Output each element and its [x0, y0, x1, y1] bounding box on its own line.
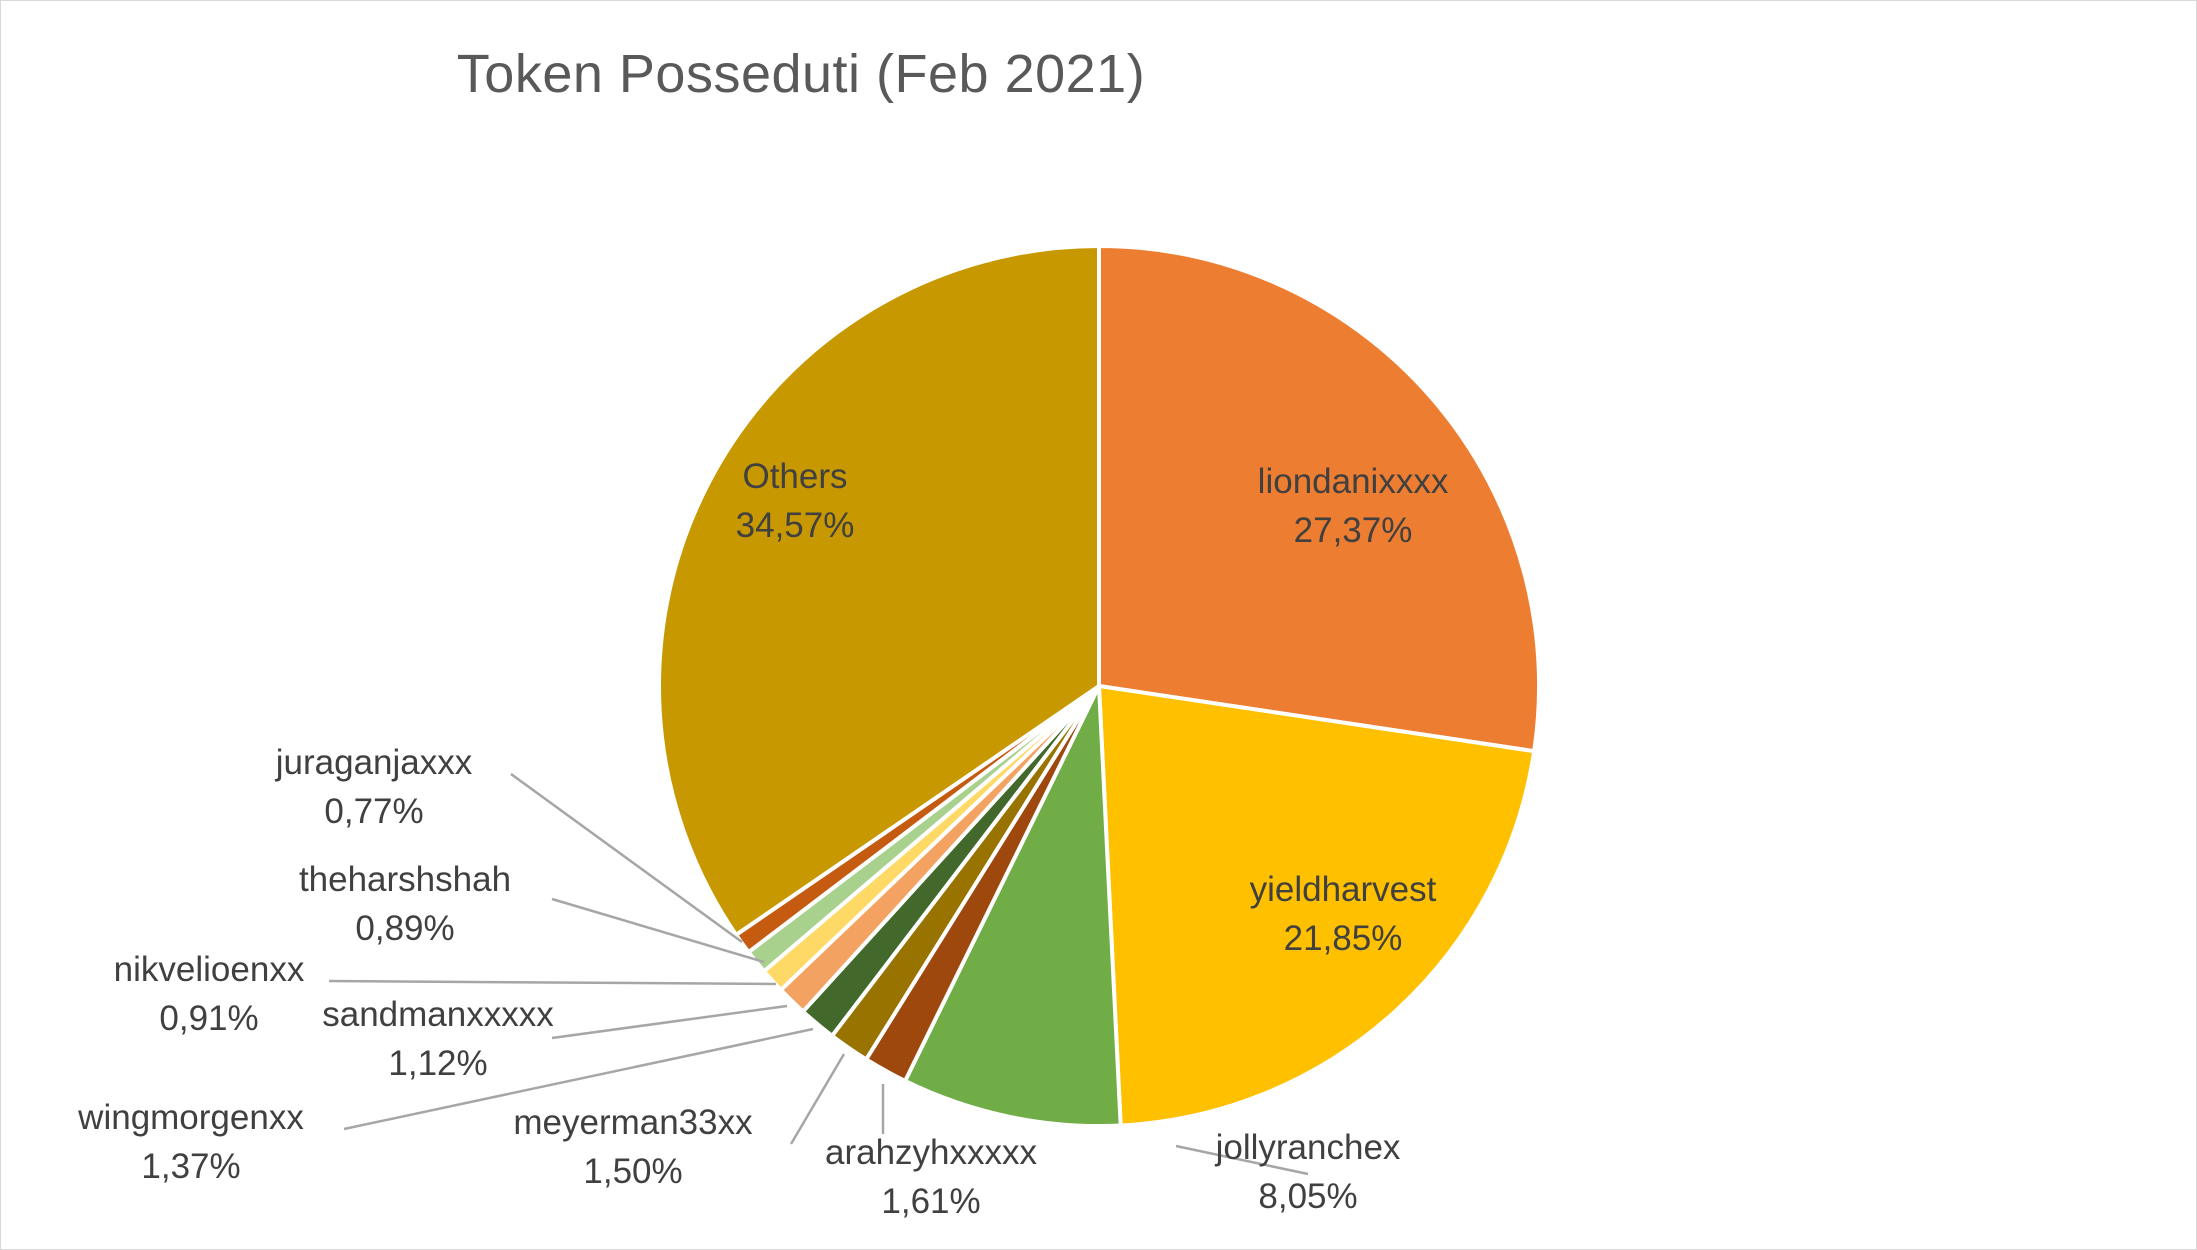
data-label-value-liondanixxxx: 27,37% [1294, 511, 1413, 550]
pie-slice-liondanixxxx [1097, 244, 1541, 754]
data-label-name-wingmorgenxx: wingmorgenxx [77, 1098, 304, 1137]
data-labels-layer: liondanixxxx 27,37% yieldharvest 21,85% joll… [77, 457, 1449, 1221]
leader-line-theharshshah [551, 897, 765, 964]
data-label-value-yieldharvest: 21,85% [1284, 919, 1403, 958]
leader-lines-layer [328, 772, 1309, 1176]
data-label-value-meyerman33xx: 1,50% [583, 1152, 682, 1191]
data-label-name-liondanixxxx: liondanixxxx [1258, 462, 1449, 501]
data-label-value-wingmorgenxx: 1,37% [141, 1147, 240, 1186]
data-label-name-yieldharvest: yieldharvest [1250, 870, 1437, 909]
leader-line-juraganjaxxx [510, 772, 743, 944]
data-label-name-theharshshah: theharshshah [299, 860, 511, 899]
data-label-value-sandmanxxxxx: 1,12% [388, 1044, 487, 1083]
data-label-name-nikvelioenxx: nikvelioenxx [114, 950, 305, 989]
data-label-value-theharshshah: 0,89% [355, 909, 454, 948]
data-label-name-juraganjaxxx: juraganjaxxx [275, 743, 473, 782]
data-label-name-sandmanxxxxx: sandmanxxxxx [322, 995, 554, 1034]
pie-slice-others [657, 244, 1101, 937]
data-label-value-arahzyhxxxxx: 1,61% [881, 1182, 980, 1221]
slices-layer [657, 244, 1541, 1128]
leader-line-sandmanxxxxx [551, 1004, 788, 1040]
pie-slice-yieldharvest [1097, 684, 1537, 1128]
data-label-name-meyerman33xx: meyerman33xx [513, 1103, 753, 1142]
pie-slice-jollyranchex [903, 684, 1123, 1128]
data-label-value-others: 34,57% [736, 506, 855, 545]
data-label-name-jollyranchex: jollyranchex [1215, 1128, 1401, 1167]
leader-line-jollyranchex [1175, 1144, 1309, 1176]
leader-line-nikvelioenxx [328, 979, 777, 986]
chart-title: Token Posseduti (Feb 2021) [456, 44, 1146, 104]
leader-line-wingmorgenxx [343, 1027, 814, 1131]
data-label-name-arahzyhxxxxx: arahzyhxxxxx [825, 1133, 1038, 1172]
data-label-value-nikvelioenxx: 0,91% [159, 999, 258, 1038]
data-label-name-others: Others [742, 457, 847, 496]
data-label-value-jollyranchex: 8,05% [1258, 1177, 1357, 1216]
leader-line-meyerman33xx [789, 1053, 846, 1145]
data-label-value-juraganjaxxx: 0,77% [324, 792, 423, 831]
